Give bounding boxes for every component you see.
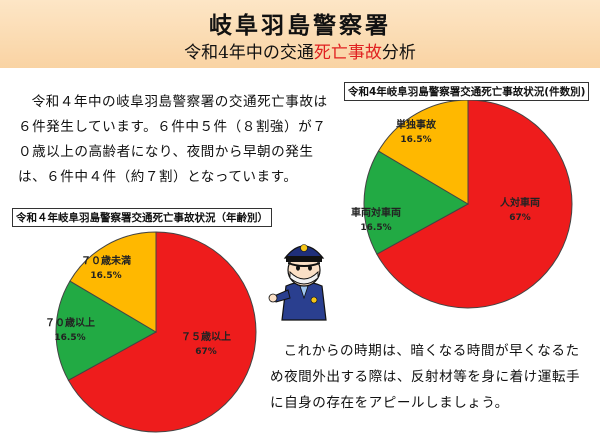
pie-age-label-0: ７５歳以上 [181, 330, 231, 343]
pie-age-slice-0 [67, 231, 257, 433]
pie-type-slice-1 [363, 150, 470, 255]
pie-age-label-1: ７０歳以上 [45, 316, 95, 329]
pie-age-value-0: 67% [195, 347, 217, 357]
pie-type-label-0: 人対車両 [500, 196, 540, 209]
police-mascot-illustration [268, 244, 327, 321]
pie-type-value-2: 16.5% [400, 135, 431, 145]
header-band: 岐阜羽島警察署 令和4年中の交通死亡事故分析 [0, 0, 600, 68]
pie-age-label-2: ７０歳未満 [81, 254, 131, 267]
chart-type-title: 令和4年岐阜羽島警察署交通死亡事故状況(件数別) [344, 82, 590, 101]
pie-type-value-0: 67% [509, 213, 531, 223]
page-subtitle: 令和4年中の交通死亡事故分析 [150, 38, 450, 63]
pie-type-slice-0 [376, 100, 573, 309]
page-title: 岐阜羽島警察署 [209, 12, 391, 39]
pie-chart-type: 人対車両 67% 車両対車両 16.5% 単独事故 16.5% [351, 100, 573, 309]
subtitle-pre: 令和4年中の交通 [184, 43, 314, 63]
pie-type-label-2: 単独事故 [396, 118, 437, 131]
chart-age-title: 令和４年岐阜羽島警察署交通死亡事故状況（年齢別） [12, 208, 272, 227]
bottom-paragraph: これからの時期は、暗くなる時間が早くなるため夜間外出する際は、反射材等を身に着け… [270, 343, 581, 411]
intro-paragraph: 令和４年中の岐阜羽島警察署の交通死亡事故は６件発生しています。６件中５件（８割強… [18, 94, 328, 185]
pie-age-slice-1 [55, 280, 158, 381]
pie-type-slice-2 [377, 100, 469, 205]
pie-age-value-1: 16.5% [54, 333, 85, 343]
subtitle-highlight: 死亡事故 [313, 43, 382, 63]
pie-chart-age: ７５歳以上 67% ７０歳以上 16.5% ７０歳未満 16.5% [45, 231, 257, 433]
pie-type-label-1: 車両対車両 [351, 206, 401, 219]
subtitle-post: 分析 [381, 43, 416, 63]
pie-age-value-2: 16.5% [90, 271, 121, 281]
pie-age-slice-2 [69, 231, 157, 333]
pie-type-value-1: 16.5% [360, 223, 391, 233]
